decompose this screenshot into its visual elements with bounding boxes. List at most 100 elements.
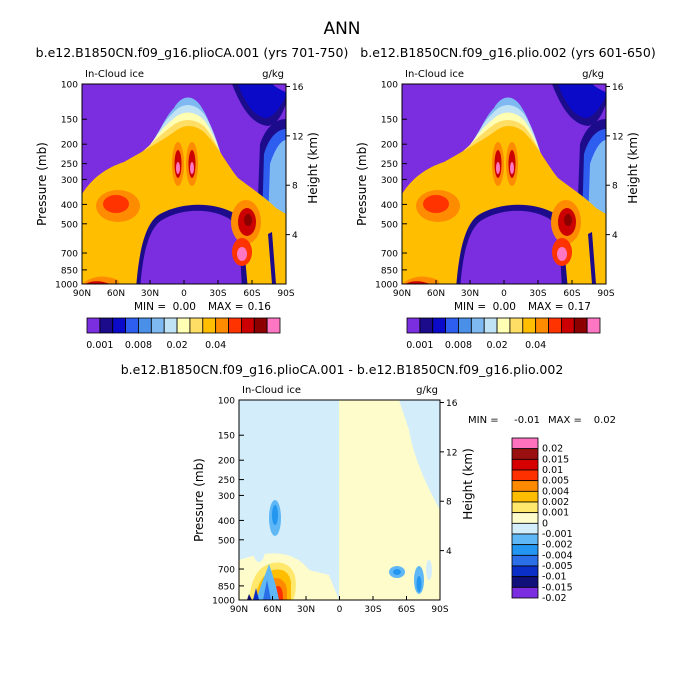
colorbar-swatch (511, 448, 539, 460)
x-tick-label: 30N (141, 289, 159, 299)
colorbar-swatch (202, 317, 217, 334)
panel-a-min-label: MIN = (134, 301, 166, 313)
x-tick-label: 0 (337, 605, 343, 615)
y-tick-label: 500 (381, 220, 398, 230)
panel-c-min-value: -0.01 (514, 415, 540, 426)
y-tick-label: 1000 (212, 597, 235, 607)
colorbar-label: 0.001 (542, 508, 569, 519)
colorbar-swatch (511, 490, 539, 503)
x-tick-label: 90S (597, 289, 614, 299)
panel-b-min-label: MIN = (454, 301, 486, 313)
y-tick-label: 250 (381, 160, 398, 170)
colorbar-swatch (228, 317, 242, 334)
panel-a-units: g/kg (262, 69, 284, 80)
y-tick-label: 200 (218, 457, 235, 467)
figure-title: ANN (323, 19, 360, 39)
y-right-tick-label: 8 (292, 182, 298, 192)
colorbar-swatch (522, 317, 537, 334)
y-tick-label: 100 (61, 81, 78, 91)
panel-b-units: g/kg (582, 69, 604, 80)
colorbar-swatch (496, 317, 511, 334)
colorbar-label: 0.015 (542, 454, 569, 465)
x-tick-label: 30N (461, 289, 479, 299)
panel-a-ylabel-right: Height (km) (306, 132, 320, 203)
colorbar-swatch (86, 317, 101, 334)
colorbar-swatch (189, 317, 204, 334)
colorbar-swatch (150, 317, 165, 334)
panel-b-max-value: 0.17 (568, 301, 591, 313)
panel-b-max-label: MAX = (528, 301, 564, 313)
y-tick-label: 300 (218, 492, 235, 502)
colorbar-swatch (240, 317, 255, 334)
panel-c-field (239, 400, 440, 600)
y-right-tick-label: 4 (612, 231, 618, 241)
colorbar-label: 0.02 (542, 444, 563, 455)
colorbar-swatch (458, 317, 472, 334)
colorbar-label: 0.004 (542, 486, 569, 497)
colorbar-swatch (445, 317, 459, 334)
colorbar-swatch (266, 317, 281, 334)
colorbar-label: -0.015 (542, 582, 573, 593)
x-tick-label: 90S (431, 605, 448, 615)
colorbar-label: -0.002 (542, 540, 573, 551)
panel-c-max-value: 0.02 (594, 415, 616, 426)
panel-c-units: g/kg (416, 385, 438, 396)
colorbar-label: -0.01 (542, 572, 567, 583)
colorbar-label: -0.001 (542, 529, 573, 540)
x-tick-label: 60S (398, 605, 415, 615)
colorbar-swatch (511, 565, 539, 578)
panel-b: b.e12.B1850CN.f09_g16.plio.002 (yrs 601-… (355, 45, 656, 351)
colorbar-swatch (125, 317, 139, 334)
y-tick-label: 500 (61, 220, 78, 230)
y-tick-label: 150 (381, 116, 398, 126)
colorbar-label: -0.004 (542, 550, 573, 561)
colorbar-swatch (253, 317, 268, 334)
y-right-tick-label: 8 (612, 182, 618, 192)
y-tick-label: 500 (218, 536, 235, 546)
y-tick-label: 850 (218, 582, 235, 592)
colorbar-swatch (548, 317, 562, 334)
panel-c-ylabel: Pressure (mb) (192, 458, 206, 542)
y-tick-label: 850 (381, 266, 398, 276)
colorbar-label: 0 (542, 518, 548, 529)
x-tick-label: 30S (529, 289, 546, 299)
colorbar-swatch (573, 317, 588, 334)
panel-c: b.e12.B1850CN.f09_g16.plioCA.001 - b.e12… (121, 362, 616, 615)
colorbar-label: -0.02 (542, 593, 567, 604)
y-tick-label: 150 (218, 432, 235, 442)
colorbar-swatch (511, 501, 539, 514)
x-tick-label: 60N (427, 289, 445, 299)
colorbar-label: 0.02 (486, 340, 507, 351)
colorbar-label: 0.008 (125, 340, 152, 351)
y-right-tick-label: 16 (292, 83, 304, 93)
panel-a-field (82, 84, 286, 284)
y-right-tick-label: 12 (446, 448, 457, 458)
y-tick-label: 1000 (55, 281, 78, 291)
colorbar-swatch (163, 317, 178, 334)
y-right-tick-label: 4 (446, 547, 452, 557)
colorbar-swatch (432, 317, 447, 334)
y-right-tick-label: 12 (612, 132, 623, 142)
panel-b-field (402, 84, 606, 284)
y-tick-label: 700 (381, 250, 398, 260)
panel-c-min-label: MIN = (468, 415, 499, 426)
colorbar-swatch (511, 576, 539, 588)
y-tick-label: 400 (218, 517, 235, 527)
colorbar-swatch (99, 317, 114, 334)
colorbar-swatch (511, 437, 539, 450)
x-tick-label: 60S (243, 289, 260, 299)
y-tick-label: 1000 (375, 281, 398, 291)
colorbar-swatch (586, 317, 601, 334)
panel-a-title: b.e12.B1850CN.f09_g16.plioCA.001 (yrs 70… (36, 45, 349, 60)
colorbar-label: 0.001 (406, 340, 433, 351)
colorbar-swatch (215, 317, 229, 334)
x-tick-label: 90N (393, 289, 411, 299)
y-tick-label: 700 (218, 566, 235, 576)
x-tick-label: 30S (364, 605, 381, 615)
colorbar-label: -0.005 (542, 561, 573, 572)
y-tick-label: 400 (61, 201, 78, 211)
colorbar-swatch (138, 317, 152, 334)
colorbar-swatch (511, 554, 539, 567)
colorbar-swatch (561, 317, 575, 334)
colorbar-swatch (511, 544, 539, 556)
